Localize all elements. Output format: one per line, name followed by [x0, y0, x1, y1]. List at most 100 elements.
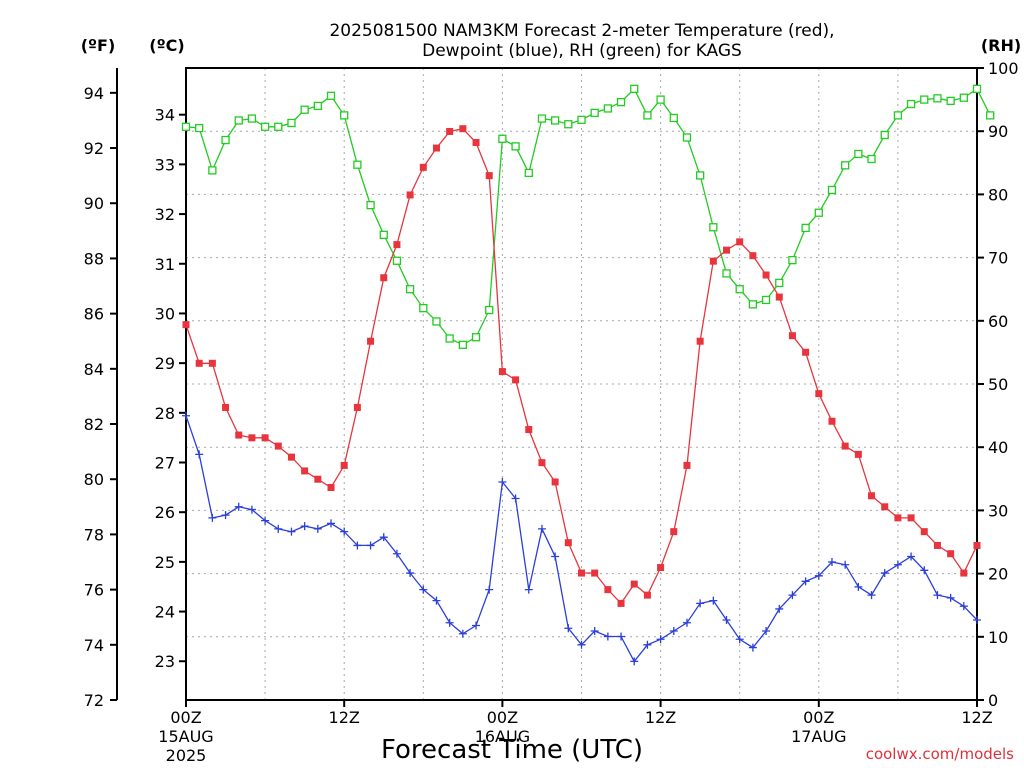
temperature-point: [512, 376, 520, 384]
rh-point: [906, 99, 916, 109]
dewpoint-point: [801, 577, 810, 586]
rh-unit-label: (RH): [981, 36, 1021, 55]
rh-point: [577, 115, 586, 124]
grid-lines: [186, 68, 977, 700]
fahrenheit-tick-label: 82: [84, 415, 104, 434]
temperature-point: [933, 541, 941, 549]
rh-point: [405, 285, 415, 294]
dewpoint-point: [300, 522, 309, 531]
dewpoint-point: [221, 511, 230, 520]
x-tick-date-label: 15AUG: [158, 727, 213, 746]
x-tick-label: 12Z: [645, 708, 676, 727]
temperature-point: [208, 359, 216, 367]
dewpoint-point: [247, 505, 256, 514]
dewpoint-point: [722, 615, 731, 624]
rh-point: [511, 142, 520, 151]
rh-point: [260, 122, 270, 131]
rh-point: [616, 97, 626, 107]
rh-point: [300, 105, 309, 114]
rh-tick-label: 50: [988, 375, 1008, 394]
celsius-tick-label: 31: [155, 255, 175, 274]
rh-point: [392, 256, 402, 265]
temperature-point: [538, 459, 546, 467]
rh-point: [709, 223, 718, 232]
temperature-point: [828, 417, 836, 425]
rh-point: [735, 285, 744, 294]
x-tick-date-label: 17AUG: [791, 727, 846, 746]
dewpoint-point: [841, 560, 850, 569]
temperature-point: [459, 125, 467, 133]
temperature-point: [604, 586, 612, 594]
rh-tick-label: 80: [988, 185, 1008, 204]
rh-point: [195, 123, 204, 133]
dewpoint-point: [419, 585, 428, 594]
temperature-point: [736, 238, 744, 246]
fahrenheit-tick-label: 76: [84, 581, 104, 600]
rh-point: [590, 108, 599, 118]
dewpoint-point: [208, 513, 217, 522]
temperature-point: [287, 453, 295, 461]
x-tick-year-label: 2025: [166, 746, 207, 765]
temperature-point: [683, 461, 691, 469]
dewpoint-point: [472, 621, 481, 630]
rh-point: [933, 94, 942, 103]
rh-point: [181, 122, 191, 131]
x-axis-title: Forecast Time (UTC): [381, 735, 643, 765]
temperature-point: [393, 241, 401, 249]
rh-point: [287, 118, 296, 128]
credit-text: coolwx.com/models: [866, 745, 1014, 763]
dewpoint-point: [313, 524, 322, 533]
fahrenheit-tick-label: 86: [84, 305, 104, 324]
dewpoint-point: [406, 569, 415, 578]
dewpoint-point: [353, 541, 362, 550]
rh-point: [682, 133, 692, 142]
rh-point: [550, 116, 560, 125]
rh-point: [247, 114, 257, 123]
dewpoint-point: [867, 591, 876, 600]
temperature-point: [327, 483, 335, 491]
temperature-point: [564, 539, 572, 547]
temperature-point: [841, 442, 849, 450]
celsius-tick-label: 33: [155, 155, 175, 174]
rh-point: [445, 334, 454, 343]
rh-point: [379, 230, 388, 239]
dewpoint-point: [630, 657, 639, 666]
x-tick-label: 00Z: [170, 708, 201, 727]
fahrenheit-tick-label: 72: [84, 691, 104, 710]
rh-point: [761, 295, 771, 305]
rh-point: [485, 305, 494, 315]
celsius-tick-label: 24: [155, 603, 175, 622]
dewpoint-point: [973, 615, 981, 624]
celsius-tick-label: 29: [155, 354, 175, 373]
rh-line: [185, 87, 991, 346]
fahrenheit-tick-label: 78: [84, 525, 104, 544]
temperature-point: [775, 293, 783, 301]
rh-tick-label: 70: [988, 249, 1008, 268]
dewpoint-point: [880, 569, 889, 578]
chart-title-line2: Dewpoint (blue), RH (green) for KAGS: [422, 41, 742, 61]
temperature-point: [920, 528, 928, 536]
rh-point: [432, 317, 441, 326]
rh-point: [274, 122, 283, 131]
dewpoint-point: [445, 618, 454, 627]
rh-point: [722, 269, 731, 278]
rh-point: [208, 166, 217, 175]
fahrenheit-tick-label: 84: [84, 360, 104, 379]
temperature-point: [709, 257, 717, 265]
temperature-point: [498, 368, 506, 376]
dewpoint-point: [959, 602, 968, 611]
dewpoint-point: [775, 604, 784, 613]
temperature-point: [301, 467, 309, 475]
rh-point: [893, 111, 903, 120]
dewpoint-point: [287, 527, 296, 536]
dewpoint-point: [748, 643, 757, 652]
x-tick-label: 12Z: [329, 708, 360, 727]
rh-point: [498, 134, 507, 143]
temperature-point: [630, 580, 638, 588]
dewpoint-point: [814, 571, 823, 580]
rh-point: [788, 255, 797, 265]
temperature-point: [353, 403, 361, 411]
celsius-tick-label: 26: [155, 503, 175, 522]
rh-point: [366, 200, 375, 210]
